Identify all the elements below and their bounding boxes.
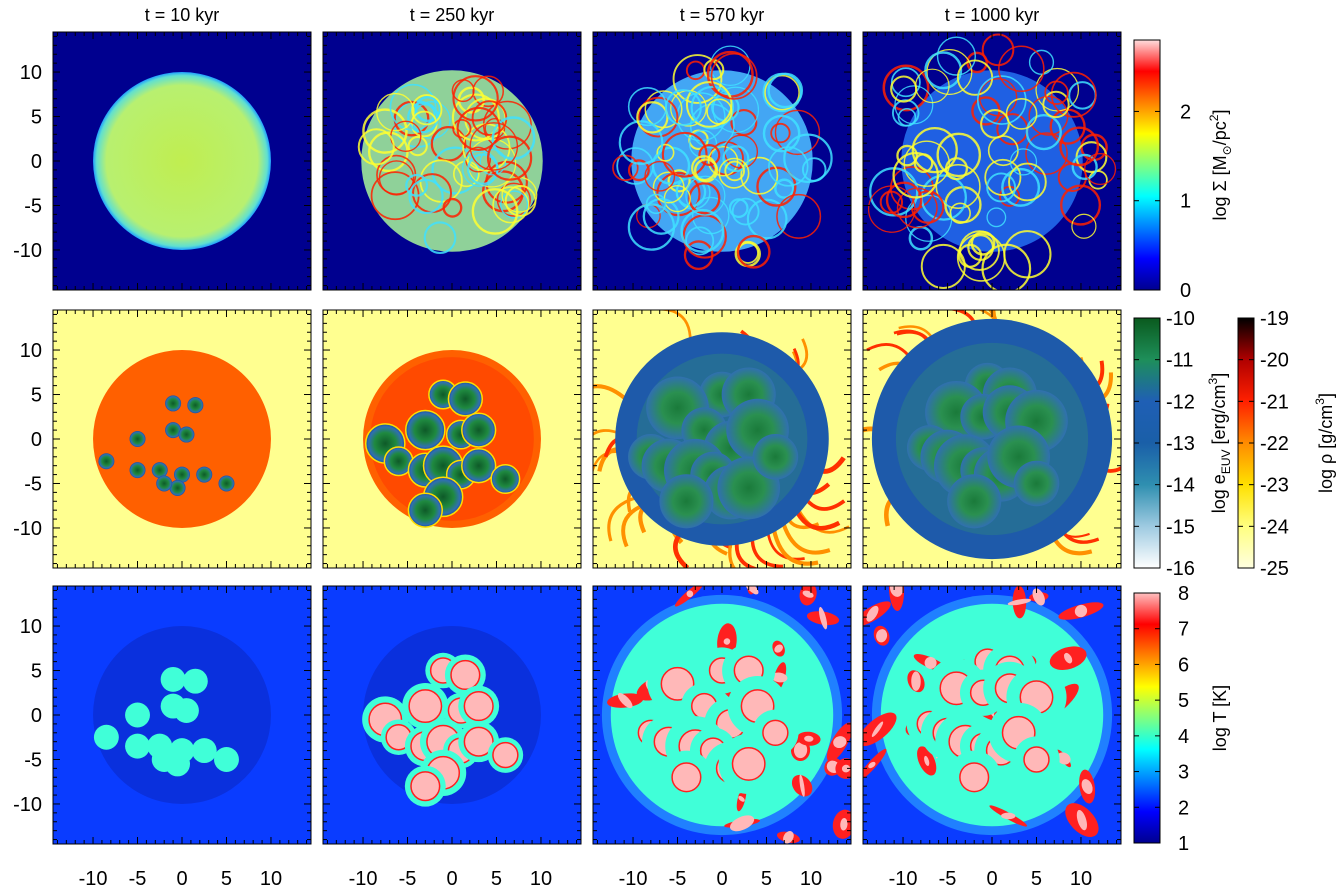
x-tick-label-col0: -10 <box>79 868 108 890</box>
x-tick-label-col1: 5 <box>491 868 502 890</box>
y-tick-label-row0: 5 <box>31 107 42 129</box>
y-tick-label-row0: 0 <box>31 151 42 173</box>
x-tick-label-col1: -5 <box>399 868 417 890</box>
y-tick-label-row1: -5 <box>24 473 42 495</box>
x-tick-label-col2: -5 <box>669 868 687 890</box>
colorbar-rho-tick-label: -22 <box>1260 433 1289 455</box>
colorbar-sigma-label: log Σ [M⊙/pc2] <box>1207 110 1234 221</box>
colorbar-rho-tick-label: -21 <box>1260 391 1289 413</box>
y-tick-label-row0: -5 <box>24 195 42 217</box>
colorbar-rho-tick-label: -20 <box>1260 350 1289 372</box>
panel-title-t10: t = 10 kyr <box>145 5 220 25</box>
panel-euv-energy-and-density-2 <box>592 309 852 569</box>
colorbar-temp-tick-label: 2 <box>1178 797 1189 819</box>
colorbar-sigma-tick-label: 1 <box>1180 191 1191 213</box>
colorbar-rho-label: log ρ [g/cm3] <box>1313 393 1336 493</box>
x-tick-label-col0: -5 <box>129 868 147 890</box>
x-tick-label-col2: 5 <box>761 868 772 890</box>
colorbar-rho-tick-label: -19 <box>1260 308 1289 330</box>
y-tick-label-row0: -10 <box>13 240 42 262</box>
colorbar-sigma-tick-label: 0 <box>1180 280 1191 302</box>
colorbar-rho-tick-label: -24 <box>1260 516 1289 538</box>
colorbar-euv-tick-label: -13 <box>1166 433 1195 455</box>
y-tick-label-row2: -10 <box>13 794 42 816</box>
colorbar-temperature: 8 7 6 5 4 3 2 1 log T [K] <box>1133 583 1230 855</box>
y-tick-label-row0: 10 <box>20 62 42 84</box>
colorbar-rho-tick-label: -23 <box>1260 475 1289 497</box>
x-tick-label-col3: 0 <box>986 868 997 890</box>
x-tick-label-col0: 5 <box>221 868 232 890</box>
colorbar-temp-tick-label: 8 <box>1178 583 1189 605</box>
colorbar-euv-tick-label: -12 <box>1166 391 1195 413</box>
panel-surface-density-2 <box>592 31 852 291</box>
panel-euv-energy-and-density-3 <box>862 309 1122 569</box>
colorbar-temp-tick-label: 4 <box>1178 726 1189 748</box>
colorbar-euv-label: log eEUV [erg/cm3] <box>1206 373 1233 513</box>
panel-title-t570: t = 570 kyr <box>680 5 765 25</box>
x-tick-label-col1: -10 <box>349 868 378 890</box>
panel-title-t250: t = 250 kyr <box>410 5 495 25</box>
x-axis-labels: -10 -5 0 5 10 -10 -5 0 5 10 -10 -5 0 5 10 -10 -5 0 5 10 <box>79 868 1093 890</box>
panel-grid <box>52 31 1122 845</box>
colorbar-rho: -19 -20 -21 -22 -23 -24 -25 log ρ [g/cm3] <box>1237 308 1336 580</box>
colorbar-euv-tick-label: -15 <box>1166 516 1195 538</box>
x-tick-label-col2: 10 <box>800 868 822 890</box>
colorbar-temp-tick-label: 5 <box>1178 690 1189 712</box>
y-tick-label-row1: 5 <box>31 385 42 407</box>
colorbar-euv-tick-label: -11 <box>1166 350 1193 372</box>
y-tick-label-row2: 5 <box>31 661 42 683</box>
colorbar-temp-tick-label: 3 <box>1178 762 1189 784</box>
colorbar-sigma: 2 1 0 log Σ [M⊙/pc2] <box>1133 39 1234 302</box>
colorbar-euv: -10 -11 -12 -13 -14 -15 -16 log eEUV [erg/cm3] <box>1133 308 1233 580</box>
x-tick-label-col3: -5 <box>939 868 957 890</box>
y-tick-label-row2: -5 <box>24 749 42 771</box>
x-tick-label-col3: -10 <box>889 868 918 890</box>
colorbar-euv-tick-label: -10 <box>1166 308 1195 330</box>
x-tick-label-col3: 10 <box>1070 868 1092 890</box>
x-tick-label-col3: 5 <box>1031 868 1042 890</box>
y-tick-label-row2: 10 <box>20 616 42 638</box>
y-tick-label-row1: 10 <box>20 340 42 362</box>
panel-euv-energy-and-density-1 <box>322 309 582 569</box>
panel-surface-density-3 <box>862 31 1122 291</box>
colorbar-rho-tick-label: -25 <box>1260 558 1289 580</box>
panel-surface-density-1 <box>322 31 582 291</box>
y-tick-label-row2: 0 <box>31 705 42 727</box>
y-axis-labels: 10 5 0 -5 -10 10 5 0 -5 -10 10 5 0 -5 -10 <box>13 62 42 816</box>
colorbar-temp-tick-label: 7 <box>1178 619 1189 641</box>
panel-temperature-0 <box>52 585 312 845</box>
colorbar-sigma-tick-label: 2 <box>1180 101 1191 123</box>
colorbar-euv-tick-label: -14 <box>1166 475 1195 497</box>
panel-temperature-2 <box>592 585 852 845</box>
x-tick-label-col2: -10 <box>619 868 648 890</box>
panel-euv-energy-and-density-0 <box>52 309 312 569</box>
x-tick-label-col0: 0 <box>176 868 187 890</box>
y-tick-label-row1: -10 <box>13 518 42 540</box>
colorbar-temp-tick-label: 6 <box>1178 654 1189 676</box>
x-tick-label-col1: 0 <box>446 868 457 890</box>
panel-temperature-1 <box>322 585 582 845</box>
panel-title-t1000: t = 1000 kyr <box>945 5 1040 25</box>
colorbar-euv-tick-label: -16 <box>1166 558 1195 580</box>
colorbar-temp-tick-label: 1 <box>1178 833 1189 855</box>
colorbar-temperature-label: log T [K] <box>1210 685 1230 751</box>
y-tick-label-row1: 0 <box>31 429 42 451</box>
panel-temperature-3 <box>862 585 1122 845</box>
panel-surface-density-0 <box>52 31 312 291</box>
x-tick-label-col1: 10 <box>530 868 552 890</box>
x-tick-label-col0: 10 <box>260 868 282 890</box>
x-tick-label-col2: 0 <box>716 868 727 890</box>
